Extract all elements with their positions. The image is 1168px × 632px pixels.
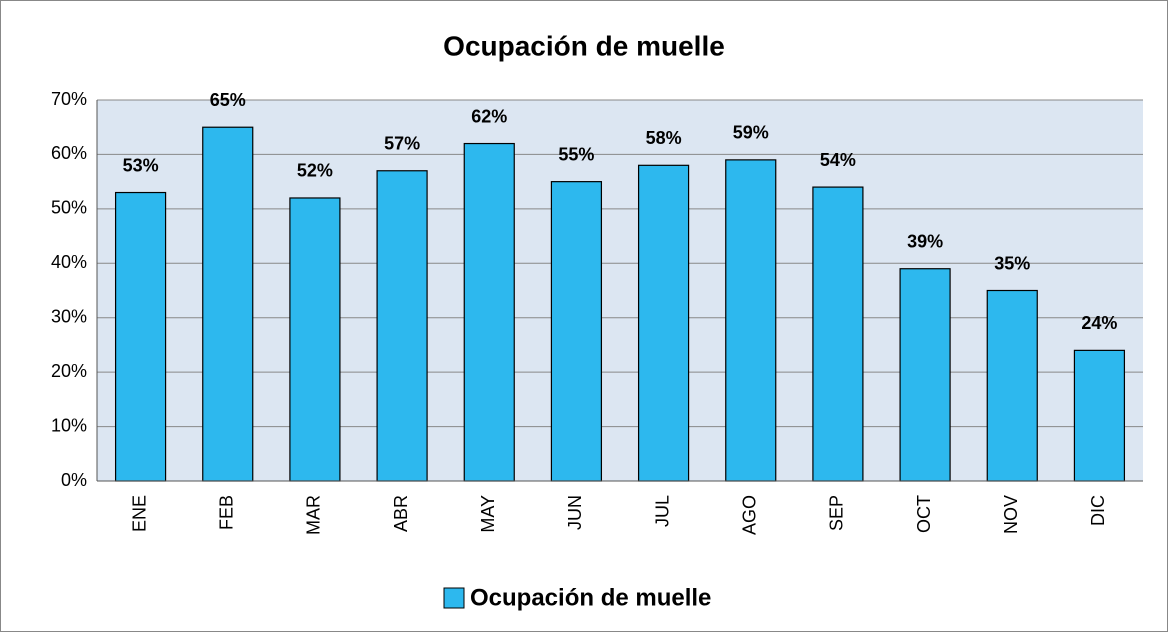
data-label: 55% — [558, 144, 594, 164]
x-tick-label: MAY — [478, 495, 498, 533]
chart-title: Ocupación de muelle — [443, 30, 725, 61]
bar — [986, 289, 1038, 482]
bar — [812, 186, 864, 482]
y-tick-label: 50% — [51, 198, 87, 218]
x-tick-label: NOV — [1001, 495, 1021, 534]
x-tick-label: OCT — [914, 495, 934, 533]
y-tick-label: 60% — [51, 143, 87, 163]
legend-label: Ocupación de muelle — [470, 584, 711, 611]
data-label: 53% — [123, 155, 159, 175]
data-label: 57% — [384, 134, 420, 154]
y-tick-label: 70% — [51, 89, 87, 109]
y-tick-label: 10% — [51, 415, 87, 435]
x-tick-label: JUN — [565, 495, 585, 530]
x-tick-label: AGO — [740, 495, 760, 535]
x-tick-label: ABR — [391, 495, 411, 532]
y-tick-label: 30% — [51, 306, 87, 326]
bar — [202, 126, 254, 482]
data-label: 52% — [297, 161, 333, 181]
x-tick-label: JUL — [652, 495, 672, 527]
x-tick-label: SEP — [827, 495, 847, 531]
data-label: 62% — [471, 106, 507, 126]
y-tick-label: 40% — [51, 252, 87, 272]
data-label: 35% — [994, 253, 1030, 273]
y-tick-label: 20% — [51, 361, 87, 381]
data-label: 59% — [733, 123, 769, 143]
y-tick-label: 0% — [61, 470, 87, 490]
data-label: 65% — [210, 90, 246, 110]
bar — [725, 159, 777, 482]
data-label: 24% — [1081, 313, 1117, 333]
x-tick-label: DIC — [1088, 495, 1108, 526]
plot-area — [97, 100, 1143, 481]
x-tick-label: ENE — [129, 495, 149, 532]
data-label: 54% — [820, 150, 856, 170]
data-label: 39% — [907, 231, 943, 251]
x-tick-label: FEB — [217, 495, 237, 530]
bar — [637, 164, 690, 482]
bar — [289, 197, 341, 482]
bar — [899, 268, 951, 482]
bar — [114, 191, 167, 482]
bar — [1073, 349, 1126, 482]
bar — [376, 170, 428, 482]
x-tick-label: MAR — [304, 495, 324, 535]
data-label: 58% — [646, 128, 682, 148]
bar — [550, 181, 603, 482]
legend-swatch — [443, 587, 465, 609]
bar — [463, 142, 515, 482]
